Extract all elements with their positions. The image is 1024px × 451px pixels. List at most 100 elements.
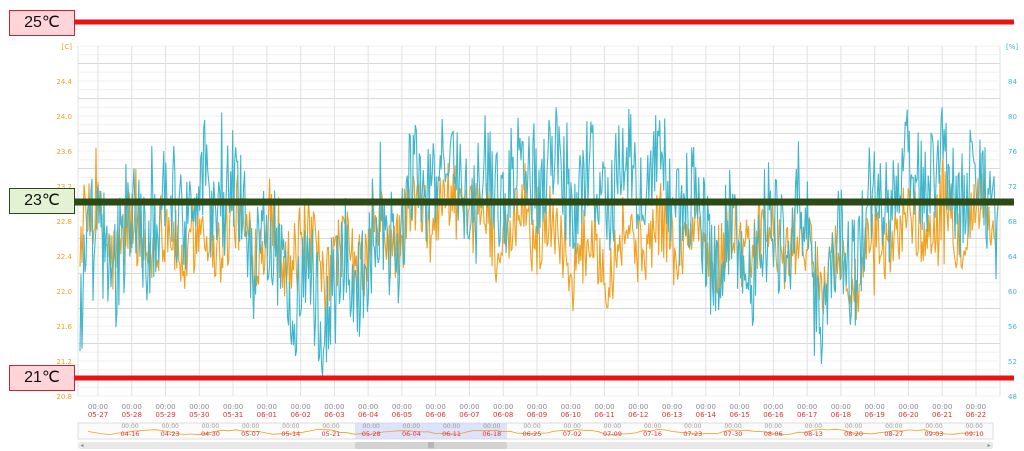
navigator-tick-time: 00:00: [765, 423, 782, 430]
navigator-selection: [355, 423, 507, 439]
x-tick-date: 06-05: [392, 411, 412, 419]
x-tick-date: 06-20: [898, 411, 918, 419]
humidity-series-line: [79, 107, 999, 377]
x-tick-date: 05-27: [88, 411, 108, 419]
y-right-tick-label: 72: [1008, 183, 1017, 191]
navigator-tick-date: 09-10: [965, 430, 984, 438]
y-left-tick-label: 23.2: [56, 183, 72, 191]
navigator-tick-time: 00:00: [322, 423, 339, 430]
navigator-tick-date: 05-21: [322, 430, 341, 438]
navigator-tick-date: 06-25: [523, 430, 542, 438]
x-tick-time: 00:00: [223, 403, 243, 411]
scrollbar-thumb[interactable]: |||: [355, 442, 507, 449]
navigator-tick-time: 00:00: [483, 423, 500, 430]
navigator-tick-time: 00:00: [443, 423, 460, 430]
scroll-right-arrow[interactable]: ▸: [987, 442, 991, 449]
x-tick-date: 06-15: [729, 411, 749, 419]
x-tick-time: 00:00: [122, 403, 142, 411]
navigator-tick-date: 05-07: [241, 430, 260, 438]
y-left-unit: [C]: [62, 43, 73, 51]
x-tick-date: 06-06: [426, 411, 447, 419]
x-tick-time: 00:00: [155, 403, 175, 411]
x-tick-date: 05-29: [155, 411, 175, 419]
y-right-tick-label: 48: [1008, 393, 1017, 401]
navigator-tick-date: 06-04: [402, 430, 421, 438]
callout-25c: 25℃: [9, 10, 75, 36]
x-tick-date: 06-11: [594, 411, 614, 419]
x-tick-date: 06-21: [932, 411, 952, 419]
navigator-tick-time: 00:00: [604, 423, 621, 430]
navigator-tick-time: 00:00: [523, 423, 540, 430]
y-right-tick-label: 84: [1008, 78, 1017, 86]
x-tick-time: 00:00: [831, 403, 851, 411]
navigator-tick-time: 00:00: [162, 423, 179, 430]
x-tick-date: 05-30: [189, 411, 209, 419]
navigator-tick-time: 00:00: [805, 423, 822, 430]
x-tick-time: 00:00: [527, 403, 547, 411]
navigator-tick-date: 04-23: [161, 430, 180, 438]
y-left-tick-label: 20.8: [56, 393, 72, 401]
x-tick-time: 00:00: [324, 403, 344, 411]
x-tick-time: 00:00: [865, 403, 885, 411]
x-tick-time: 00:00: [561, 403, 581, 411]
scroll-left-arrow[interactable]: ◂: [80, 442, 84, 449]
x-tick-date: 06-22: [966, 411, 986, 419]
y-right-tick-label: 64: [1008, 253, 1017, 261]
navigator-tick-time: 00:00: [885, 423, 902, 430]
x-tick-date: 06-01: [257, 411, 277, 419]
x-tick-date: 06-12: [628, 411, 648, 419]
navigator-tick-time: 00:00: [925, 423, 942, 430]
navigator-tick-date: 08-06: [764, 430, 783, 438]
y-left-tick-label: 22.4: [56, 253, 72, 261]
navigator-tick-date: 06-18: [482, 430, 501, 438]
navigator-tick-date: 05-28: [362, 430, 381, 438]
y-right-tick-label: 68: [1008, 218, 1017, 226]
y-right-unit: [%]: [1006, 43, 1018, 51]
callout-21c: 21℃: [9, 365, 75, 391]
x-tick-time: 00:00: [932, 403, 952, 411]
navigator-tick-date: 05-14: [281, 430, 300, 438]
x-tick-time: 00:00: [662, 403, 682, 411]
callout-23c: 23℃: [9, 188, 75, 214]
x-tick-time: 00:00: [730, 403, 750, 411]
x-tick-time: 00:00: [696, 403, 716, 411]
range-navigator[interactable]: 00:0004-1600:0004-2300:0004-3000:0005-07…: [77, 422, 994, 440]
navigator-tick-time: 00:00: [845, 423, 862, 430]
chart-series: [79, 107, 999, 377]
navigator-tick-time: 00:00: [724, 423, 741, 430]
y-left-tick-label: 21.6: [56, 323, 72, 331]
navigator-scrollbar[interactable]: [78, 442, 993, 449]
x-tick-date: 06-17: [797, 411, 817, 419]
x-tick-time: 00:00: [797, 403, 817, 411]
x-tick-date: 06-18: [831, 411, 851, 419]
navigator-tick-time: 00:00: [121, 423, 138, 430]
x-tick-date: 06-07: [459, 411, 479, 419]
y-left-tick-label: 23.6: [56, 148, 72, 156]
x-tick-date: 06-19: [865, 411, 885, 419]
x-tick-time: 00:00: [966, 403, 986, 411]
x-tick-time: 00:00: [291, 403, 311, 411]
x-tick-date: 06-02: [290, 411, 310, 419]
x-tick-date: 06-09: [527, 411, 547, 419]
x-tick-time: 00:00: [898, 403, 918, 411]
navigator-tick-time: 00:00: [966, 423, 983, 430]
y-right-tick-label: 60: [1008, 288, 1017, 296]
x-tick-date: 06-08: [493, 411, 513, 419]
y-right-tick-label: 76: [1008, 148, 1017, 156]
navigator-tick-time: 00:00: [202, 423, 219, 430]
x-tick-date: 06-03: [324, 411, 344, 419]
navigator-tick-time: 00:00: [282, 423, 299, 430]
y-left-tick-label: 22.0: [56, 288, 72, 296]
x-tick-time: 00:00: [628, 403, 648, 411]
x-tick-date: 05-31: [223, 411, 243, 419]
navigator-tick-date: 07-23: [683, 430, 702, 438]
x-tick-time: 00:00: [493, 403, 513, 411]
navigator-tick-date: 08-13: [804, 430, 823, 438]
navigator-tick-time: 00:00: [403, 423, 420, 430]
navigator-tick-date: 07-02: [563, 430, 582, 438]
y-right-tick-label: 56: [1008, 323, 1017, 331]
y-left-tick-label: 24.0: [56, 113, 72, 121]
reference-lines: [73, 19, 1014, 381]
x-tick-time: 00:00: [257, 403, 277, 411]
navigator-tick-time: 00:00: [644, 423, 661, 430]
